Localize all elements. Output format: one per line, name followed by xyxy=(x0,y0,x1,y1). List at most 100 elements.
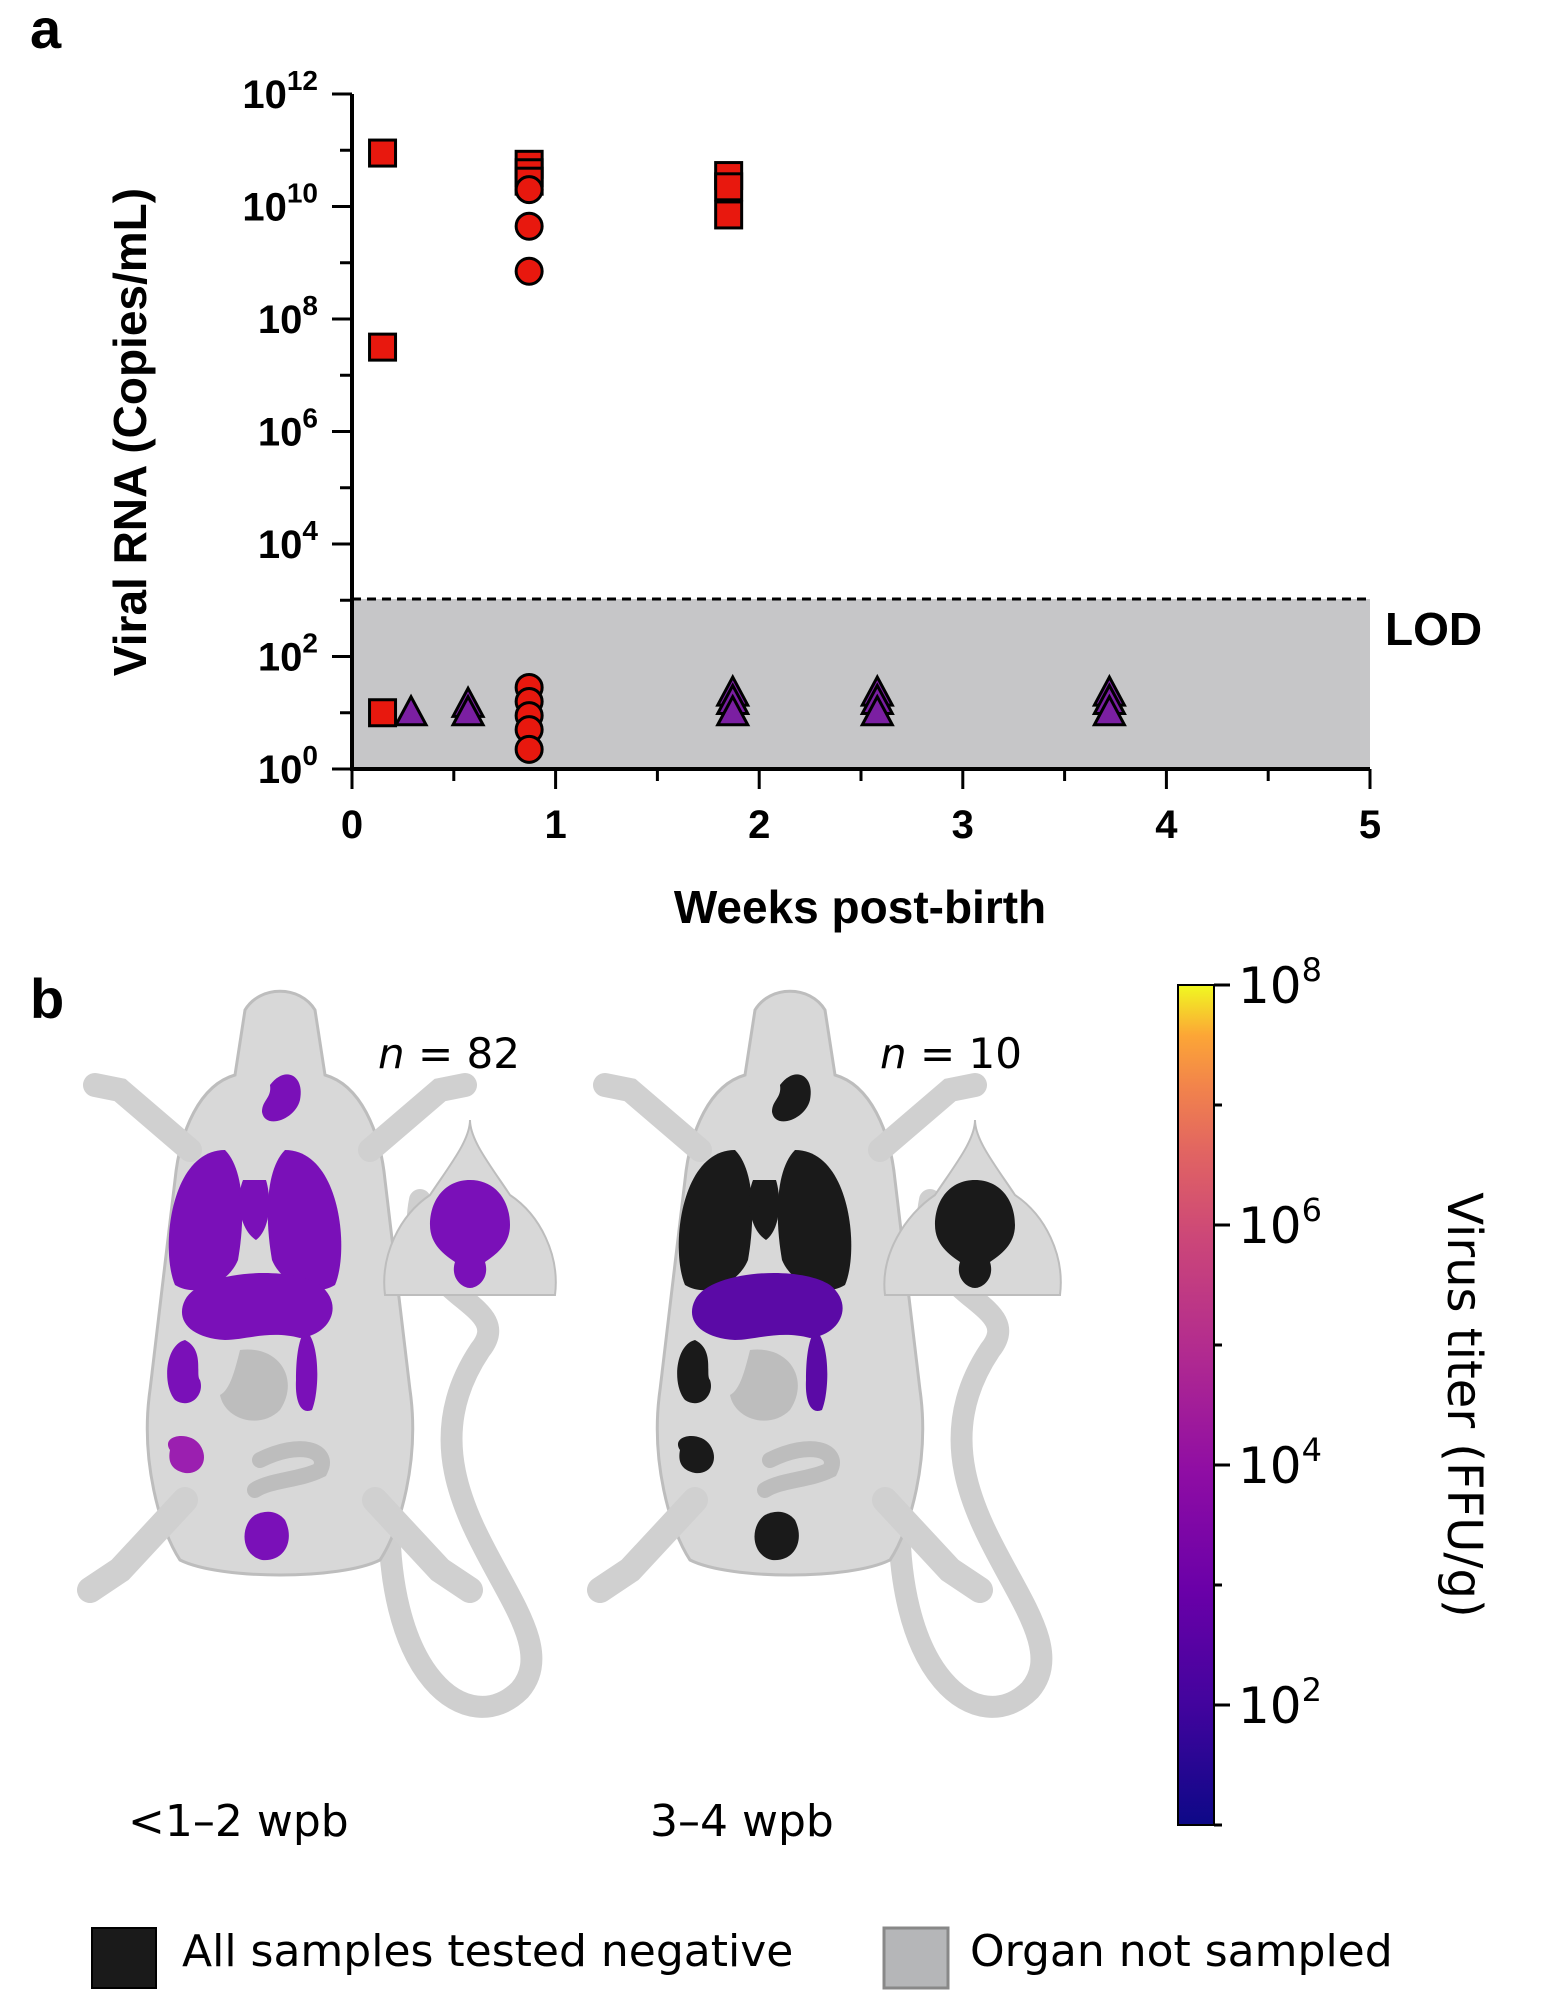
data-point-square xyxy=(368,138,398,168)
mouse-leg-left xyxy=(77,1487,198,1603)
y-tick-label: 106 xyxy=(258,403,318,455)
mouse-diagram-left xyxy=(77,989,543,1718)
organ-liver xyxy=(181,1273,333,1340)
legend-swatch-negative xyxy=(91,1927,157,1989)
x-tick-label: 0 xyxy=(341,803,363,847)
data-point-triangle xyxy=(859,693,895,727)
organ-brain-small xyxy=(772,1074,811,1122)
legend-label-negative: All samples tested negative xyxy=(182,1926,793,1977)
head-inset-right xyxy=(883,1119,1062,1296)
y-tick-label: 108 xyxy=(258,290,318,342)
organ-intestine xyxy=(247,1441,330,1498)
organ-heart xyxy=(239,1180,270,1240)
mouse-arm-right xyxy=(358,1073,477,1162)
organ-spleen xyxy=(295,1330,318,1411)
n-italic: n xyxy=(880,1029,907,1078)
mouse-tail xyxy=(378,1189,543,1718)
panel-a-label: a xyxy=(30,0,62,60)
organ-heart xyxy=(749,1180,780,1240)
mouse-leg-right xyxy=(872,1487,993,1603)
y-tick-exponent: 6 xyxy=(302,403,318,434)
data-point-circle xyxy=(514,211,544,241)
legend-label-not-sampled: Organ not sampled xyxy=(970,1926,1393,1977)
x-tick-label: 2 xyxy=(748,803,770,847)
y-tick-base: 10 xyxy=(258,748,303,792)
y-tick-base: 10 xyxy=(242,186,287,230)
colorbar-tick-label: 106 xyxy=(1238,1191,1322,1255)
y-tick-base: 10 xyxy=(258,636,303,680)
organ-lung-left xyxy=(678,1150,753,1291)
y-tick-base: 10 xyxy=(258,298,303,342)
colorbar-tick-label: 104 xyxy=(1238,1431,1322,1495)
organ-lung-right xyxy=(267,1150,342,1291)
x-tick-label: 1 xyxy=(544,803,566,847)
x-tick-label: 3 xyxy=(952,803,974,847)
colorbar-tick-base: 10 xyxy=(1238,1197,1302,1255)
organ-kidney-left xyxy=(167,1340,201,1404)
age-caption-right: 3–4 wpb xyxy=(650,1796,834,1847)
organ-brain xyxy=(430,1180,510,1288)
colorbar-title: Virus titer (FFU/g) xyxy=(1436,1192,1492,1617)
y-tick-label: 1012 xyxy=(242,65,318,117)
lod-shaded-region xyxy=(352,599,1370,771)
data-point-triangle xyxy=(393,693,429,727)
x-tick-label: 5 xyxy=(1359,803,1381,847)
colorbar-tick-label: 102 xyxy=(1238,1671,1322,1735)
colorbar-tick-exponent: 8 xyxy=(1302,951,1322,989)
mouse-leg-right xyxy=(362,1487,483,1603)
mouse-arm-right xyxy=(868,1073,987,1162)
y-tick-exponent: 4 xyxy=(302,515,318,546)
y-tick-label: 1010 xyxy=(242,178,318,230)
y-tick-label: 104 xyxy=(258,515,319,567)
organ-stomach xyxy=(220,1349,288,1421)
data-point-square xyxy=(714,172,744,202)
organ-brain xyxy=(935,1180,1015,1288)
organ-kidney-left xyxy=(677,1340,711,1404)
colorbar-gradient xyxy=(1177,984,1215,1826)
mouse-arm-left xyxy=(593,1073,712,1162)
data-point-square xyxy=(714,200,744,230)
colorbar-tick-base: 10 xyxy=(1238,1437,1302,1495)
y-tick-label: 100 xyxy=(258,740,318,792)
colorbar-tick-exponent: 6 xyxy=(1302,1191,1322,1229)
organ-spleen xyxy=(805,1330,828,1411)
y-axis-title: Viral RNA (Copies/mL) xyxy=(104,188,156,676)
y-tick-base: 10 xyxy=(258,523,303,567)
organ-stomach xyxy=(730,1349,798,1421)
data-point-triangle xyxy=(450,693,486,727)
data-point-square xyxy=(368,698,398,728)
head-inset-left xyxy=(383,1119,557,1296)
data-point-square xyxy=(368,332,398,362)
data-point-triangle xyxy=(1091,693,1127,727)
lod-label: LOD xyxy=(1385,603,1482,655)
y-tick-base: 10 xyxy=(258,411,303,455)
colorbar-tick-base: 10 xyxy=(1238,957,1302,1015)
x-ticks: 0 1 2 3 4 5 xyxy=(341,769,1381,847)
n-italic: n xyxy=(378,1029,405,1078)
x-axis-title: Weeks post-birth xyxy=(674,881,1046,933)
organ-reproductive xyxy=(677,1435,715,1474)
legend-swatch-not-sampled xyxy=(882,1926,950,1990)
mouse-arm-left xyxy=(83,1073,202,1162)
data-point-circle xyxy=(514,175,544,205)
organ-reproductive xyxy=(167,1435,205,1474)
y-tick-exponent: 8 xyxy=(302,290,318,321)
data-point-triangle xyxy=(715,693,751,727)
y-tick-exponent: 12 xyxy=(287,65,318,96)
data-point-circle xyxy=(514,256,544,286)
colorbar-tick-base: 10 xyxy=(1238,1677,1302,1735)
y-tick-label: 102 xyxy=(258,628,318,680)
colorbar-tick-exponent: 4 xyxy=(1302,1431,1322,1469)
organ-brain-small xyxy=(262,1074,301,1122)
organ-lung-right xyxy=(777,1150,852,1291)
organ-lung-left xyxy=(168,1150,243,1291)
mouse-leg-left xyxy=(587,1487,708,1603)
x-tick-label: 4 xyxy=(1155,803,1178,847)
panel-b-label: b xyxy=(30,967,64,1030)
colorbar-tick-exponent: 2 xyxy=(1302,1671,1322,1709)
organ-intestine xyxy=(757,1441,840,1498)
